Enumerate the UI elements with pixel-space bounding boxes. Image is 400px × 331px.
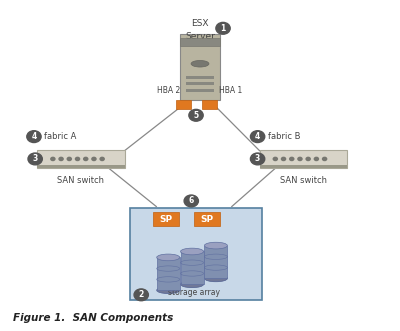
Circle shape [75, 157, 80, 161]
Text: 3: 3 [32, 155, 38, 164]
Text: fabric A: fabric A [44, 132, 77, 141]
Circle shape [66, 157, 72, 161]
FancyBboxPatch shape [202, 100, 217, 109]
FancyBboxPatch shape [204, 246, 228, 278]
Circle shape [27, 131, 41, 143]
Circle shape [99, 157, 105, 161]
Ellipse shape [204, 275, 228, 282]
Ellipse shape [157, 254, 180, 261]
FancyBboxPatch shape [37, 165, 124, 168]
Text: 2: 2 [138, 290, 144, 299]
Circle shape [305, 157, 311, 161]
Circle shape [28, 153, 42, 165]
Text: 1: 1 [220, 24, 226, 33]
Ellipse shape [157, 287, 180, 294]
Circle shape [250, 131, 265, 143]
FancyBboxPatch shape [130, 208, 262, 300]
FancyBboxPatch shape [37, 150, 124, 168]
Text: HBA 1: HBA 1 [219, 86, 242, 96]
FancyBboxPatch shape [157, 258, 180, 290]
Circle shape [134, 289, 148, 301]
Text: storage array: storage array [168, 288, 220, 297]
Ellipse shape [204, 242, 228, 249]
Text: SAN switch: SAN switch [57, 176, 104, 185]
Text: 3: 3 [255, 155, 260, 164]
FancyBboxPatch shape [186, 82, 214, 85]
Circle shape [297, 157, 303, 161]
Circle shape [272, 157, 278, 161]
Text: SAN switch: SAN switch [280, 176, 327, 185]
Text: Server: Server [185, 32, 215, 41]
Text: HBA 2: HBA 2 [157, 86, 180, 96]
Circle shape [50, 157, 56, 161]
Circle shape [281, 157, 286, 161]
Circle shape [189, 109, 203, 121]
Circle shape [184, 195, 198, 207]
Text: SP: SP [160, 214, 173, 223]
Circle shape [250, 153, 265, 165]
Text: ESX: ESX [191, 19, 209, 28]
Circle shape [322, 157, 327, 161]
FancyBboxPatch shape [194, 212, 220, 226]
Ellipse shape [180, 248, 204, 255]
FancyBboxPatch shape [176, 100, 191, 109]
Circle shape [216, 23, 230, 34]
Circle shape [83, 157, 88, 161]
Text: 4: 4 [255, 132, 260, 141]
FancyBboxPatch shape [260, 165, 347, 168]
Text: fabric B: fabric B [268, 132, 301, 141]
Text: 5: 5 [194, 111, 198, 120]
FancyBboxPatch shape [180, 34, 220, 100]
FancyBboxPatch shape [153, 212, 179, 226]
FancyBboxPatch shape [180, 38, 220, 46]
Ellipse shape [191, 61, 209, 67]
Text: 4: 4 [31, 132, 36, 141]
Text: SP: SP [200, 214, 214, 223]
Circle shape [314, 157, 319, 161]
FancyBboxPatch shape [180, 252, 204, 284]
Circle shape [58, 157, 64, 161]
FancyBboxPatch shape [186, 89, 214, 92]
Ellipse shape [180, 281, 204, 288]
FancyBboxPatch shape [186, 76, 214, 79]
Text: 6: 6 [189, 196, 194, 206]
Circle shape [91, 157, 97, 161]
Circle shape [289, 157, 294, 161]
FancyBboxPatch shape [260, 150, 347, 168]
Text: Figure 1.  SAN Components: Figure 1. SAN Components [13, 313, 174, 323]
